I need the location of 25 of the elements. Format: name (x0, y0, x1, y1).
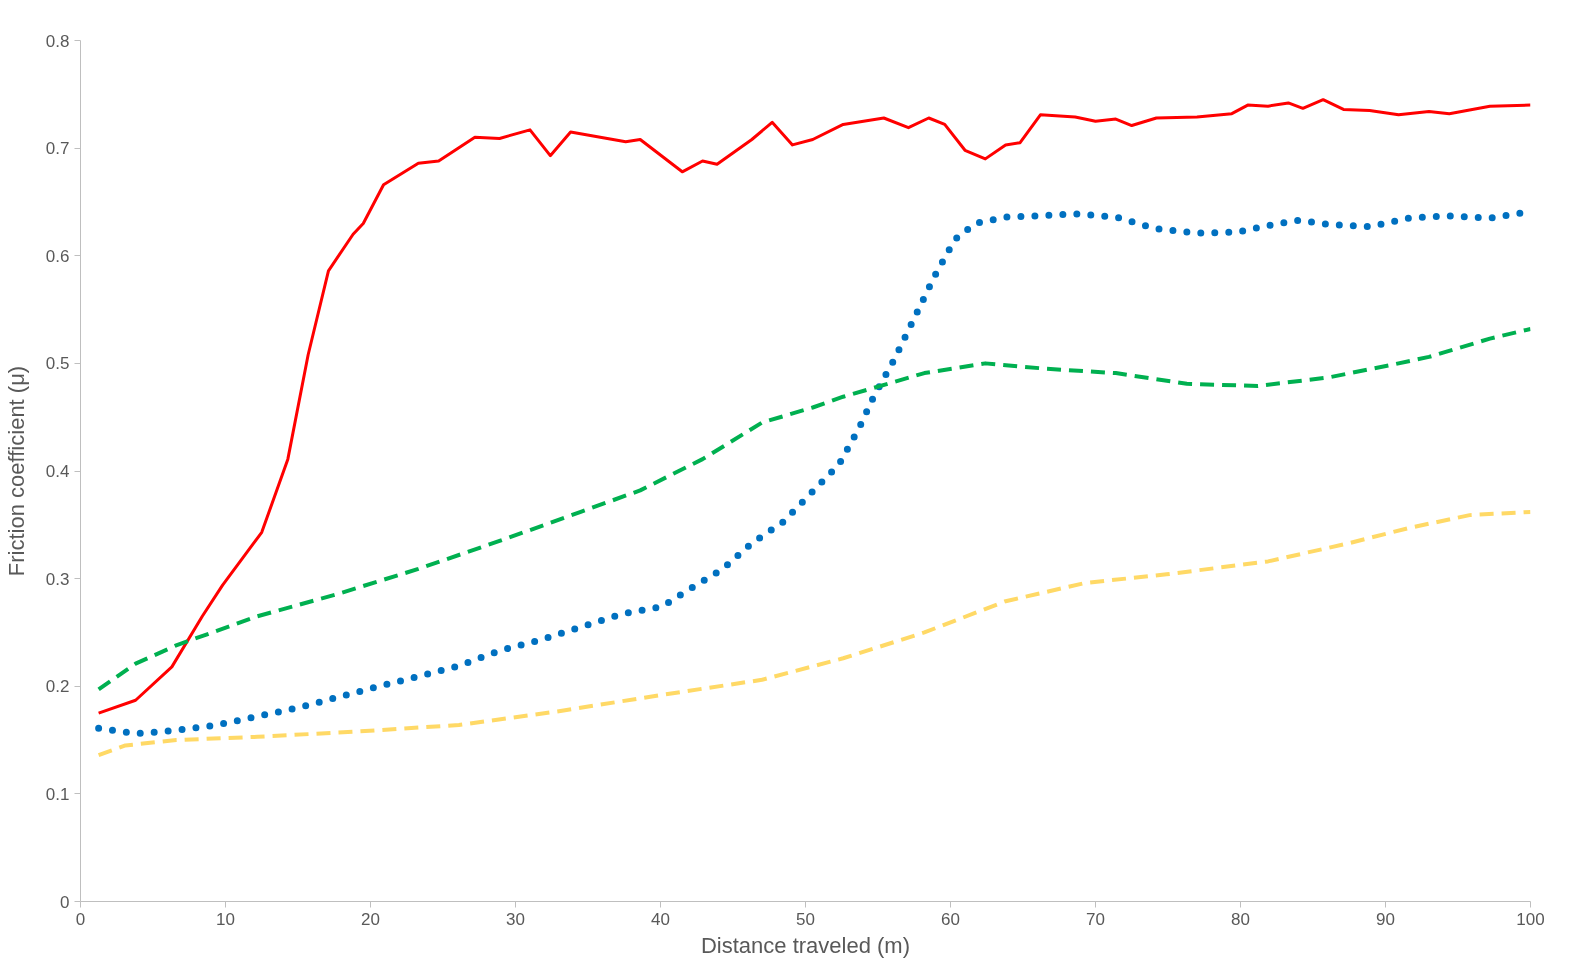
x-tick-label: 100 (1516, 909, 1545, 929)
line-series (96, 509, 1531, 758)
x-tick-label: 80 (1231, 909, 1250, 929)
x-tick-label: 70 (1086, 909, 1105, 929)
x-tick-label: 20 (361, 909, 380, 929)
x-tick-label: 40 (651, 909, 670, 929)
y-tick-label: 0.6 (45, 246, 70, 266)
line-series (96, 326, 1531, 692)
x-tick-label: 10 (216, 909, 235, 929)
y-tick-label: 0.5 (45, 354, 70, 374)
x-tick-label: 50 (796, 909, 815, 929)
y-tick-label: 0.8 (45, 31, 70, 51)
y-tick-label: 0.4 (45, 462, 70, 481)
y-tick-label: 0.7 (45, 139, 70, 159)
line-series (97, 98, 1531, 715)
y-tick-label: 0 (60, 892, 70, 912)
y-tick-label: 0.1 (45, 784, 70, 804)
x-axis-title: Distance traveled (m) (700, 932, 911, 958)
x-tick-label: 30 (506, 909, 525, 929)
y-tick-label: 0.2 (45, 677, 70, 697)
y-tick-label: 0.3 (45, 569, 70, 589)
x-tick-label: 60 (941, 909, 960, 929)
x-tick-label: 90 (1376, 909, 1395, 929)
y-axis-title: Friction coefficient (μ) (3, 365, 29, 577)
x-tick-label: 0 (75, 909, 86, 929)
